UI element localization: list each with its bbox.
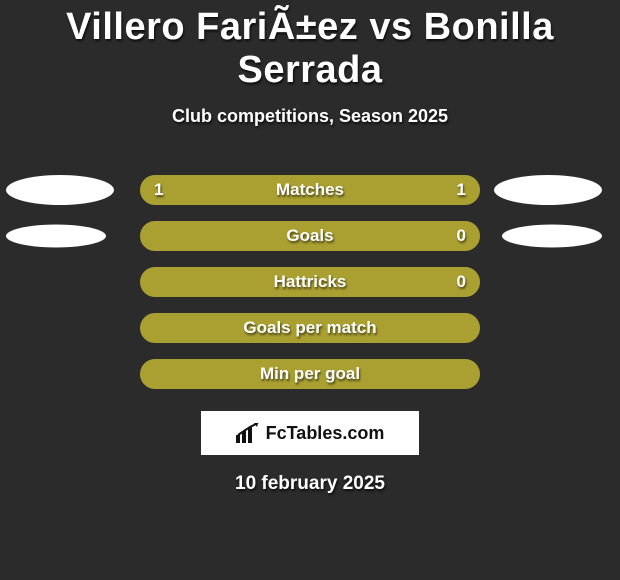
stat-label: Matches [276, 180, 344, 200]
player-right-ellipse [502, 225, 602, 248]
stat-bar: Goals 0 [140, 221, 480, 251]
stat-bar: Hattricks 0 [140, 267, 480, 297]
snapshot-date: 10 february 2025 [0, 473, 620, 495]
stat-bar: 1 Matches 1 [140, 175, 480, 205]
player-right-ellipse [494, 175, 602, 205]
stat-row-matches: 1 Matches 1 [0, 167, 620, 213]
stat-value-right: 0 [457, 223, 466, 249]
stat-value-right: 1 [457, 177, 466, 203]
stat-row-gpm: Goals per match [0, 305, 620, 351]
stat-value-left: 1 [154, 177, 163, 203]
stat-label: Hattricks [274, 272, 347, 292]
page-title: Villero FariÃ±ez vs Bonilla Serrada [0, 0, 620, 92]
bar-chart-icon [236, 423, 260, 443]
stat-value-right: 0 [457, 269, 466, 295]
stats-chart: 1 Matches 1 Goals 0 Hattricks 0 [0, 167, 620, 397]
stat-label: Goals per match [243, 318, 376, 338]
player-left-ellipse [6, 225, 106, 248]
source-badge-text: FcTables.com [266, 423, 385, 444]
page-subtitle: Club competitions, Season 2025 [0, 106, 620, 127]
source-badge: FcTables.com [201, 411, 419, 455]
stat-label: Goals [286, 226, 333, 246]
stat-bar: Min per goal [140, 359, 480, 389]
stat-row-goals: Goals 0 [0, 213, 620, 259]
stat-label: Min per goal [260, 364, 360, 384]
stat-row-mpg: Min per goal [0, 351, 620, 397]
stat-row-hattricks: Hattricks 0 [0, 259, 620, 305]
comparison-infographic: Villero FariÃ±ez vs Bonilla Serrada Club… [0, 0, 620, 580]
player-left-ellipse [6, 175, 114, 205]
stat-bar: Goals per match [140, 313, 480, 343]
